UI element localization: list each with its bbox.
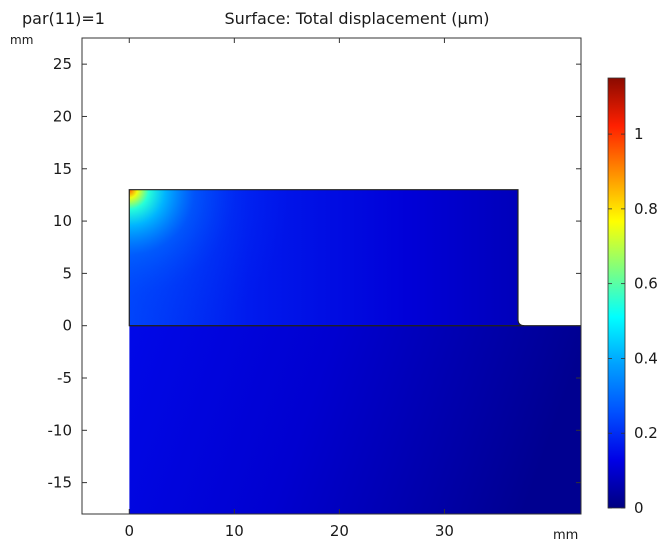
colorbar-tick-label: 0 xyxy=(634,499,644,517)
x-tick-label: 30 xyxy=(435,522,454,540)
parameter-label: par(11)=1 xyxy=(22,9,105,28)
upper-domain xyxy=(129,189,525,326)
y-tick-label: 0 xyxy=(62,317,72,335)
colorbar-tick-label: 1 xyxy=(634,125,644,143)
axes-frame xyxy=(81,37,582,515)
y-tick-label: -10 xyxy=(48,421,73,439)
y-axis: 25 20 15 10 5 0 -5 -10 -15 xyxy=(48,55,581,492)
colorbar-gradient xyxy=(607,77,626,509)
colorbar: 1 0.8 0.6 0.4 0.2 0 xyxy=(607,77,658,517)
x-axis: 0 10 20 30 xyxy=(125,38,454,540)
x-tick-label: 10 xyxy=(225,522,244,540)
field-surface xyxy=(128,189,581,514)
y-tick-label: 25 xyxy=(53,55,72,73)
x-tick-label: 0 xyxy=(125,522,135,540)
colorbar-tick-label: 0.6 xyxy=(634,275,658,293)
colorbar-ticks: 1 0.8 0.6 0.4 0.2 0 xyxy=(608,125,658,517)
colorbar-tick-label: 0.8 xyxy=(634,200,658,218)
plot-title: Surface: Total displacement (µm) xyxy=(224,9,489,28)
y-tick-label: 5 xyxy=(62,264,72,282)
colorbar-tick-label: 0.2 xyxy=(634,424,658,442)
colorbar-tick-label: 0.4 xyxy=(634,349,658,367)
lower-domain xyxy=(129,325,581,514)
y-tick-label: 15 xyxy=(53,160,72,178)
y-tick-label: -5 xyxy=(57,369,72,387)
x-tick-label: 20 xyxy=(330,522,349,540)
y-tick-label: 10 xyxy=(53,212,72,230)
x-unit-label: mm xyxy=(553,528,578,542)
y-tick-label: 20 xyxy=(53,107,72,125)
y-tick-label: -15 xyxy=(48,474,73,492)
y-unit-label: mm xyxy=(10,33,33,47)
